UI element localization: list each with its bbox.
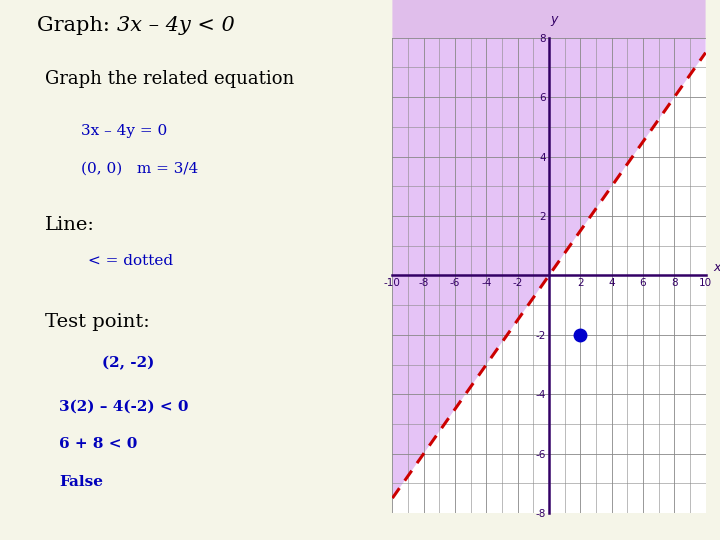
Text: Test point:: Test point: [45,313,149,331]
Text: x: x [713,261,720,274]
Text: Graph:: Graph: [37,16,117,35]
Text: 3x – 4y < 0: 3x – 4y < 0 [117,16,235,35]
Text: (0, 0)   m = 3/4: (0, 0) m = 3/4 [81,162,198,176]
Text: 3(2) – 4(-2) < 0: 3(2) – 4(-2) < 0 [59,400,189,414]
Text: Graph the related equation: Graph the related equation [45,70,294,88]
Text: y: y [551,14,558,26]
Text: (2, -2): (2, -2) [102,356,155,370]
Text: < = dotted: < = dotted [88,254,173,268]
Text: 6 + 8 < 0: 6 + 8 < 0 [59,437,138,451]
Text: False: False [59,475,103,489]
Text: 3x – 4y = 0: 3x – 4y = 0 [81,124,167,138]
Text: Line:: Line: [45,216,94,234]
